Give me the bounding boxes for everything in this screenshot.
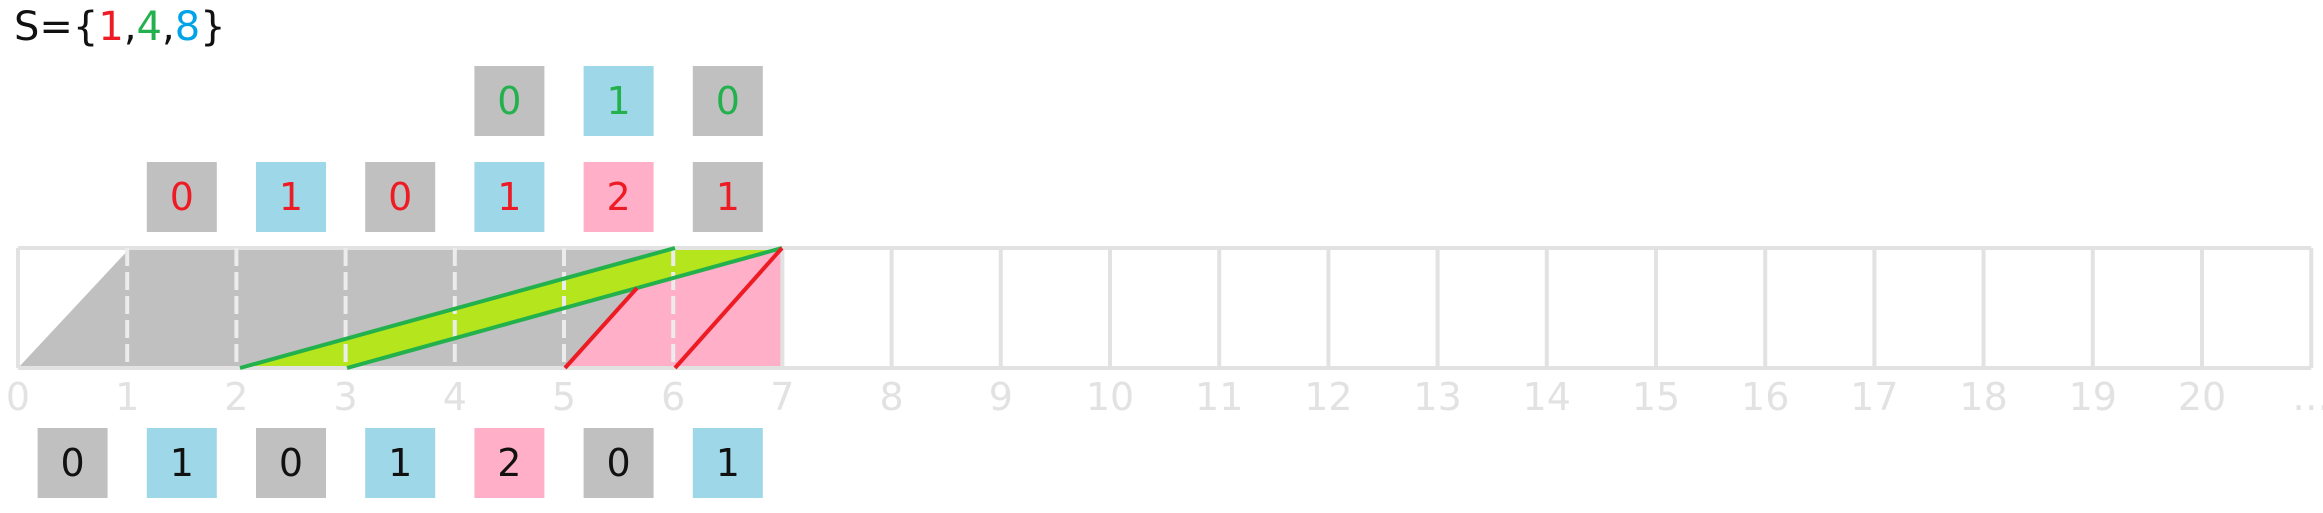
value-box: 0 bbox=[474, 66, 545, 136]
set-label-prefix: S={ bbox=[14, 4, 98, 50]
value-box: 0 bbox=[692, 66, 763, 136]
value-box-number: 0 bbox=[497, 79, 521, 123]
value-box-number: 1 bbox=[279, 175, 303, 219]
axis-tick-label: 4 bbox=[443, 375, 467, 419]
axis-tick-label: 14 bbox=[1523, 375, 1571, 419]
value-box-number: 0 bbox=[716, 79, 740, 123]
value-box-number: 1 bbox=[716, 441, 740, 485]
value-box: 0 bbox=[583, 428, 654, 498]
value-box: 1 bbox=[365, 428, 436, 498]
value-box: 1 bbox=[146, 428, 217, 498]
set-label-item: , bbox=[124, 4, 137, 50]
lime-band bbox=[240, 248, 782, 368]
value-box: 1 bbox=[692, 162, 763, 232]
top-row-values: 0 1 0 bbox=[474, 66, 763, 136]
value-box-bg bbox=[474, 162, 545, 232]
value-box-bg bbox=[583, 162, 654, 232]
axis-tick-label: 7 bbox=[770, 375, 794, 419]
value-box-number: 0 bbox=[388, 175, 412, 219]
red-move-line bbox=[563, 286, 639, 370]
value-box-bg bbox=[474, 428, 545, 498]
move-set-label: S={1,4,8} bbox=[14, 4, 226, 50]
axis-tick-label: 5 bbox=[552, 375, 576, 419]
value-box-number: 1 bbox=[497, 175, 521, 219]
value-box-bg bbox=[365, 428, 436, 498]
axis-tick-label: 16 bbox=[1741, 375, 1789, 419]
axis-tick-label: 12 bbox=[1304, 375, 1352, 419]
value-box-number: 2 bbox=[607, 175, 631, 219]
value-box-bg bbox=[256, 162, 326, 232]
value-box: 0 bbox=[256, 428, 326, 498]
axis-tick-label: 13 bbox=[1413, 375, 1461, 419]
axis-tick-label: 3 bbox=[334, 375, 358, 419]
value-box-bg bbox=[583, 428, 654, 498]
move-lines bbox=[239, 246, 784, 370]
number-line-grid bbox=[16, 246, 2314, 370]
axis-tick-label: … bbox=[2292, 375, 2323, 419]
value-box-bg bbox=[583, 66, 654, 136]
value-box-bg bbox=[146, 428, 217, 498]
set-label-item: 8 bbox=[175, 4, 200, 50]
set-label-item: , bbox=[162, 4, 175, 50]
set-label-item: } bbox=[200, 4, 225, 50]
value-box-bg bbox=[692, 162, 763, 232]
axis-tick-label: 11 bbox=[1195, 375, 1243, 419]
value-box: 0 bbox=[365, 162, 436, 232]
value-box-number: 0 bbox=[61, 441, 85, 485]
value-box-bg bbox=[474, 66, 545, 136]
value-box-bg bbox=[37, 428, 108, 498]
value-box: 1 bbox=[256, 162, 326, 232]
value-box-number: 1 bbox=[716, 175, 740, 219]
value-box: 0 bbox=[146, 162, 217, 232]
shaded-regions bbox=[18, 248, 782, 368]
value-box-bg bbox=[146, 162, 217, 232]
value-box: 0 bbox=[37, 428, 108, 498]
set-label-item: 1 bbox=[98, 4, 123, 50]
green-move-line bbox=[239, 246, 676, 370]
set-label-item: 4 bbox=[137, 4, 162, 50]
bottom-row-values: 0 1 0 1 2 0 1 bbox=[37, 428, 763, 498]
value-box-number: 0 bbox=[607, 441, 631, 485]
value-box-number: 1 bbox=[170, 441, 194, 485]
axis-tick-label: 6 bbox=[661, 375, 685, 419]
value-box-bg bbox=[256, 428, 326, 498]
value-box: 2 bbox=[474, 428, 545, 498]
value-box-number: 0 bbox=[170, 175, 194, 219]
value-box-number: 0 bbox=[279, 441, 303, 485]
value-box-number: 2 bbox=[497, 441, 521, 485]
axis-tick-label: 0 bbox=[6, 375, 30, 419]
value-box: 1 bbox=[692, 428, 763, 498]
value-box: 2 bbox=[583, 162, 654, 232]
middle-row-values: 0 1 0 1 2 1 bbox=[146, 162, 763, 232]
axis-tick-label: 20 bbox=[2178, 375, 2226, 419]
value-box-bg bbox=[365, 162, 436, 232]
axis-tick-label: 2 bbox=[224, 375, 248, 419]
axis-tick-label: 1 bbox=[115, 375, 139, 419]
axis-tick-label: 9 bbox=[989, 375, 1013, 419]
value-box-bg bbox=[692, 428, 763, 498]
green-move-line bbox=[346, 246, 783, 370]
value-box: 1 bbox=[474, 162, 545, 232]
axis-tick-label: 8 bbox=[880, 375, 904, 419]
value-box-number: 1 bbox=[607, 79, 631, 123]
value-box-number: 1 bbox=[388, 441, 412, 485]
axis-tick-label: 18 bbox=[1959, 375, 2007, 419]
red-move-line bbox=[673, 246, 784, 370]
axis-tick-label: 10 bbox=[1086, 375, 1134, 419]
axis-tick-label: 17 bbox=[1850, 375, 1898, 419]
value-box: 1 bbox=[583, 66, 654, 136]
axis-tick-label: 15 bbox=[1632, 375, 1680, 419]
value-box-bg bbox=[692, 66, 763, 136]
axis-tick-label: 19 bbox=[2069, 375, 2117, 419]
